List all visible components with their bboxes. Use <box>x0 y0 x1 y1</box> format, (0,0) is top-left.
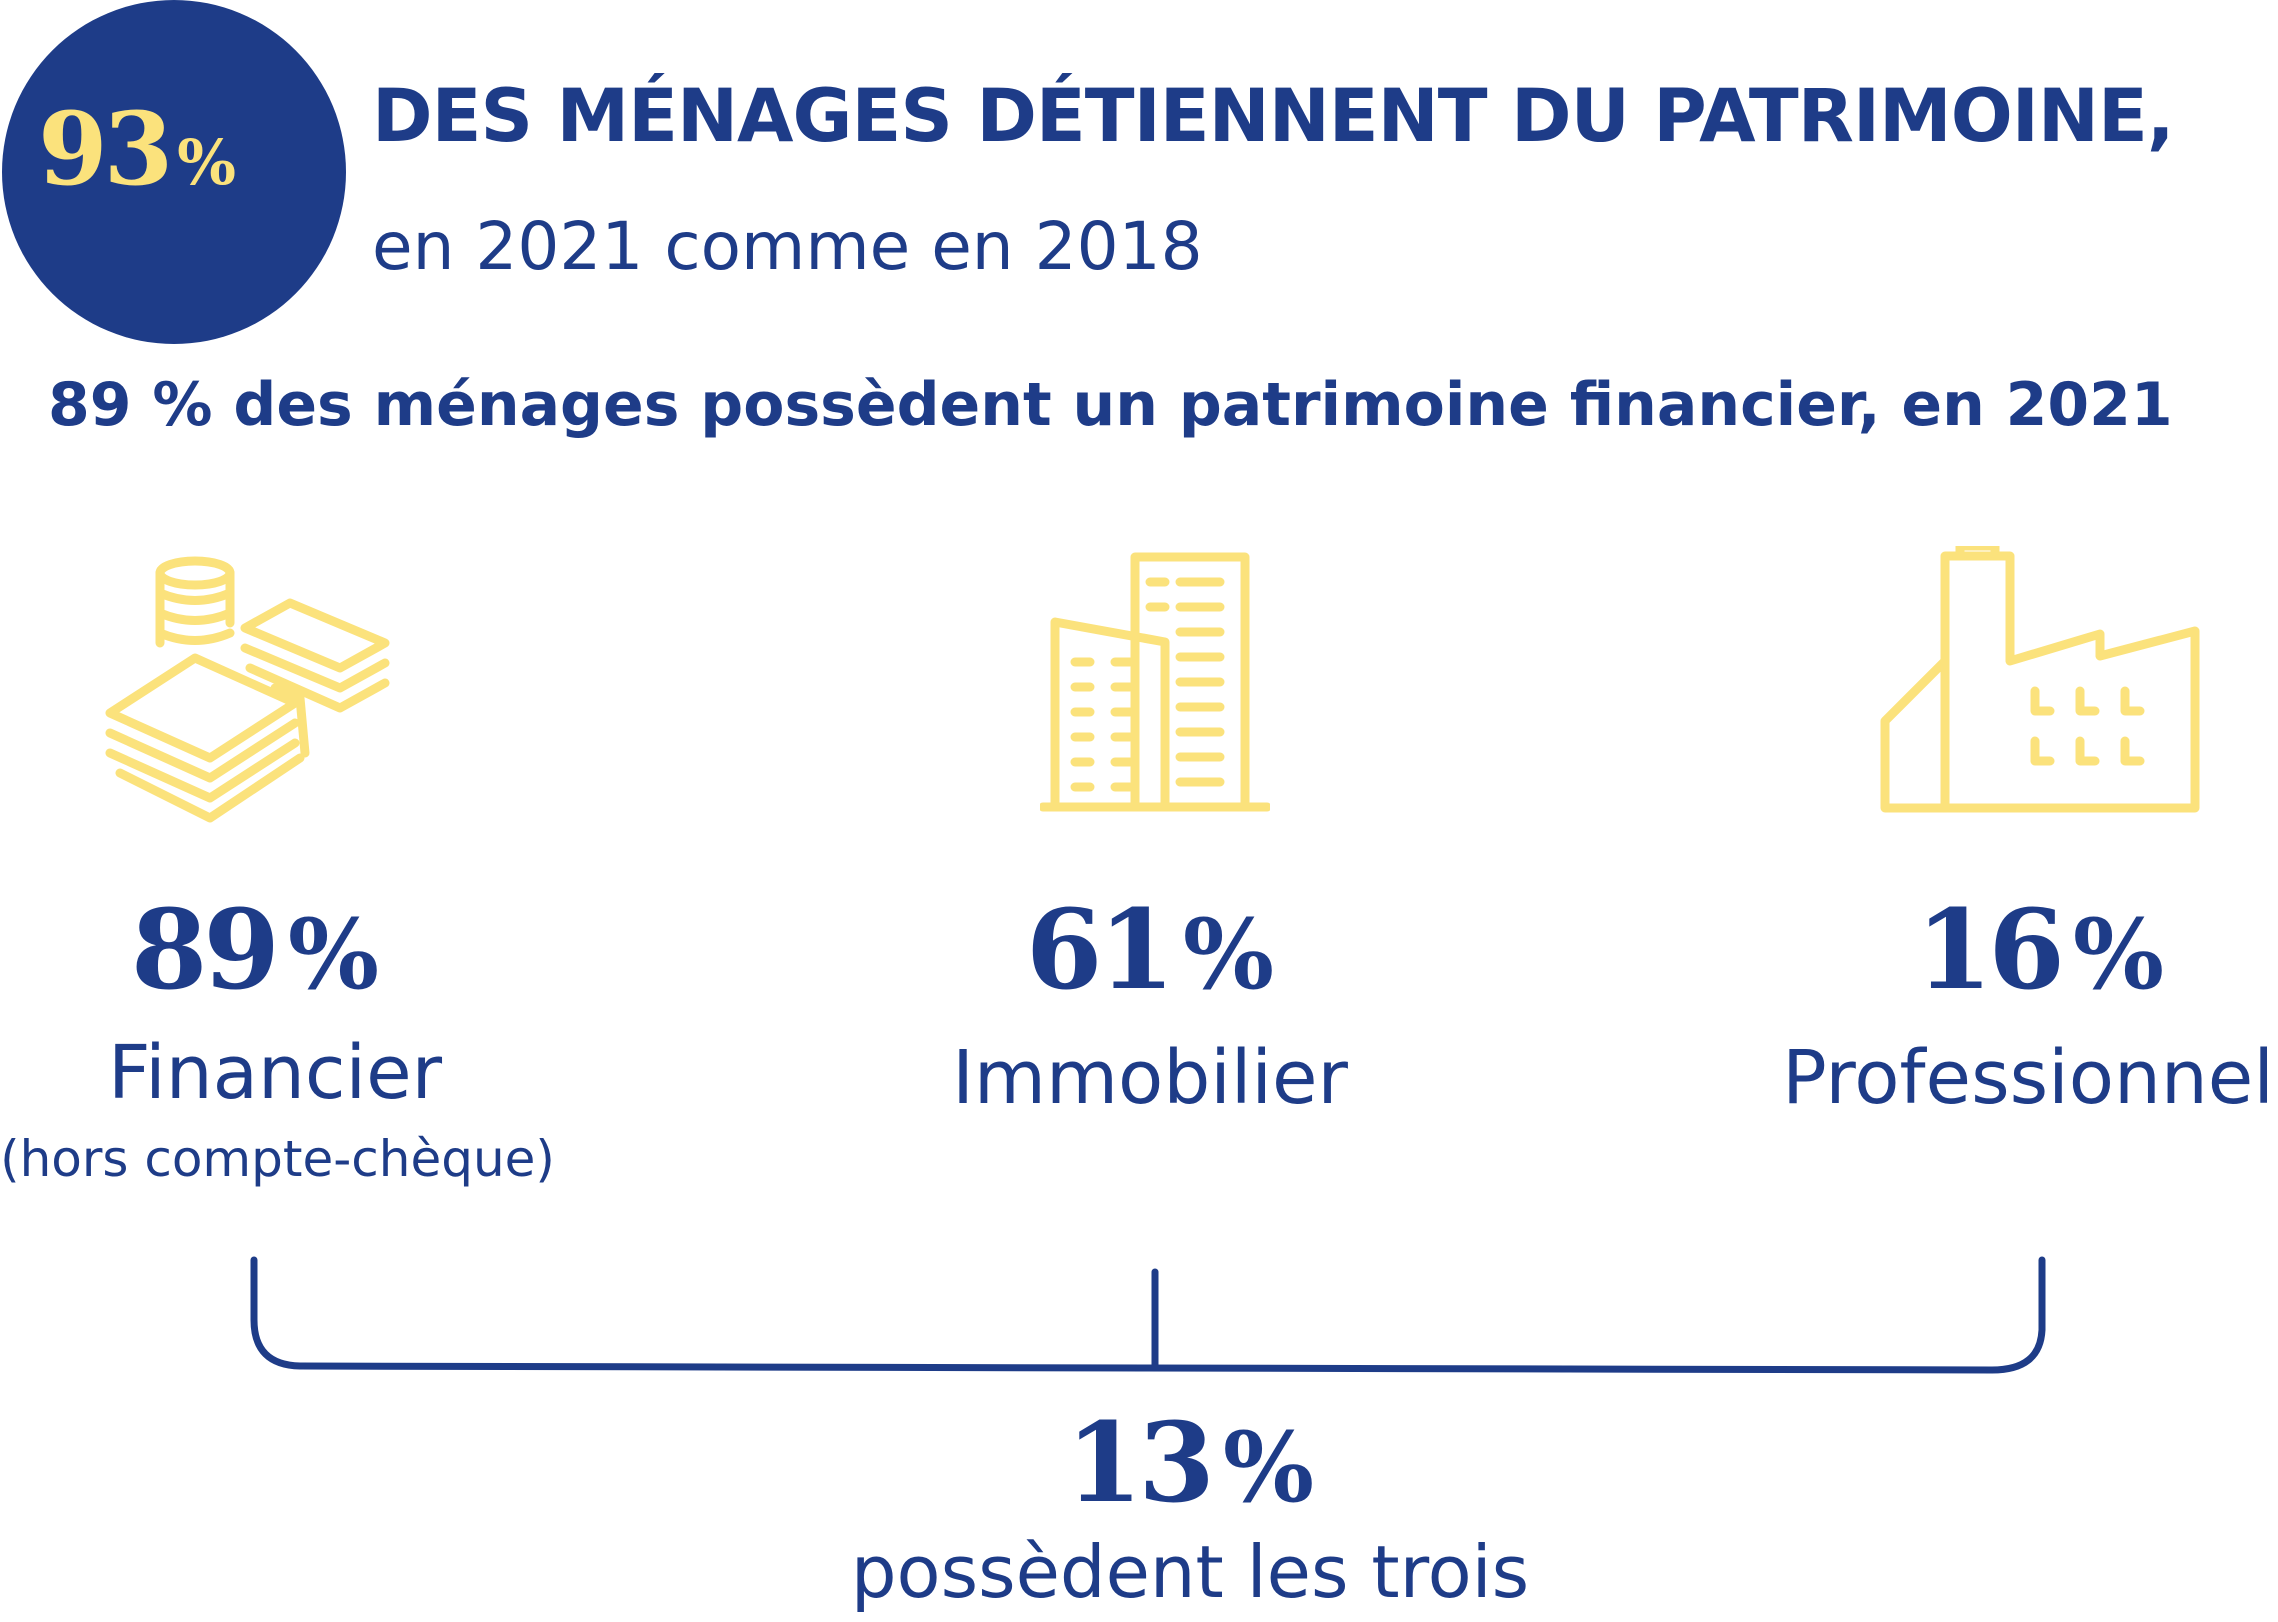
total-label: possèdent les trois <box>850 1530 1530 1614</box>
total-value: 13% <box>1030 1398 1350 1527</box>
professionnel-value: 16% <box>1880 885 2200 1014</box>
page-subtitle: en 2021 comme en 2018 <box>372 208 1203 285</box>
headline-percentage: 93% <box>38 90 328 208</box>
immobilier-number: 61 <box>1025 885 1175 1014</box>
headline-unit: % <box>177 126 237 199</box>
professionnel-number: 16 <box>1915 885 2065 1014</box>
grouping-brace <box>250 1256 2046 1374</box>
financier-number: 89 <box>130 885 280 1014</box>
headline-circle <box>2 0 346 344</box>
financier-note: (hors compte-chèque) <box>0 1130 555 1188</box>
money-stack-icon <box>105 556 390 823</box>
immobilier-label: Immobilier <box>952 1035 1348 1121</box>
financier-label: Financier <box>107 1030 443 1116</box>
summary-text: 89 % des ménages possèdent un patrimoine… <box>48 370 2173 440</box>
page-title: DES MÉNAGES DÉTIENNENT DU PATRIMOINE, <box>372 74 2175 159</box>
financier-unit: % <box>287 898 380 1011</box>
professionnel-label: Professionnel <box>1782 1035 2274 1121</box>
immobilier-unit: % <box>1182 898 1275 1011</box>
buildings-icon <box>1040 552 1270 812</box>
factory-icon <box>1880 546 2200 813</box>
immobilier-value: 61% <box>990 885 1310 1014</box>
professionnel-unit: % <box>2072 898 2165 1011</box>
headline-value: 93 <box>38 90 173 208</box>
total-unit: % <box>1222 1411 1315 1524</box>
financier-value: 89% <box>95 885 415 1014</box>
total-number: 13 <box>1065 1398 1215 1527</box>
